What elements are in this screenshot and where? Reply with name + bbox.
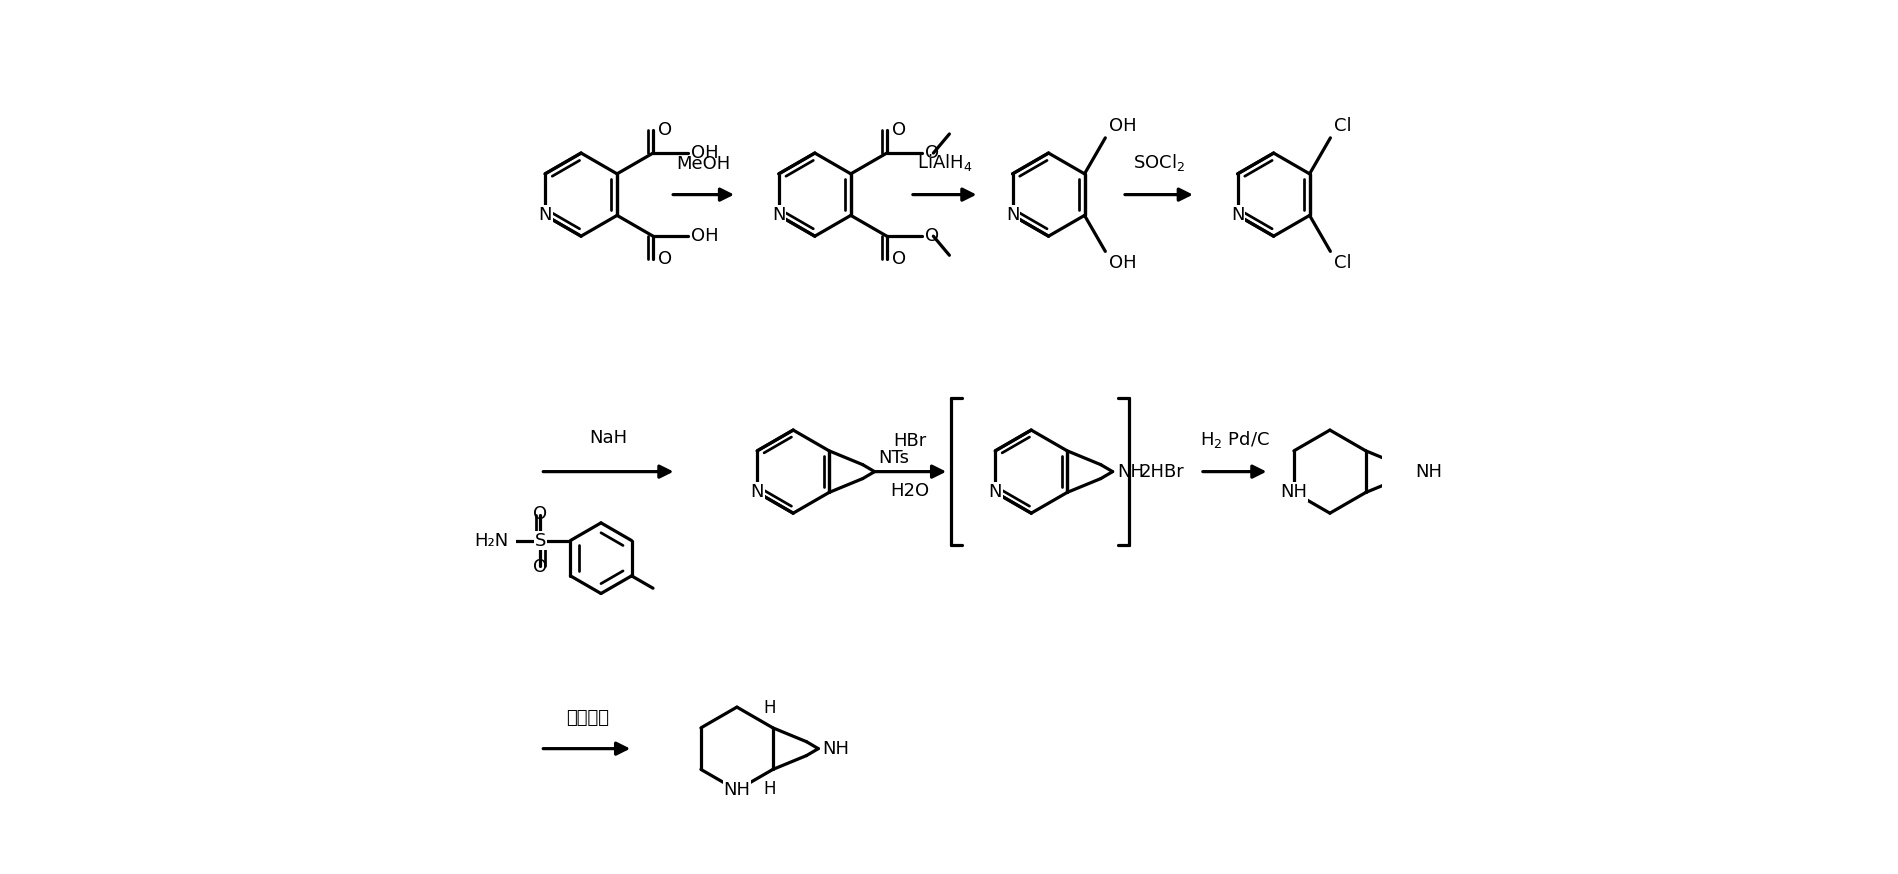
Text: O: O	[659, 250, 672, 268]
Text: NH: NH	[723, 781, 750, 799]
Text: NH: NH	[822, 739, 850, 758]
Text: N: N	[539, 206, 552, 225]
Text: O: O	[924, 227, 940, 246]
Text: Cl: Cl	[1334, 254, 1351, 272]
Text: O: O	[533, 505, 547, 523]
Text: NH: NH	[1281, 483, 1308, 502]
Text: LiAlH$_4$: LiAlH$_4$	[917, 152, 972, 173]
Text: O: O	[659, 121, 672, 139]
Text: NaH: NaH	[590, 429, 628, 447]
Text: H₂N: H₂N	[474, 531, 509, 550]
Text: OH: OH	[1108, 117, 1137, 135]
Text: N: N	[1006, 206, 1019, 225]
Text: OH: OH	[691, 227, 719, 246]
Text: O: O	[924, 144, 940, 162]
Text: H: H	[763, 699, 776, 718]
Text: MeOH: MeOH	[676, 155, 731, 173]
Text: H2O: H2O	[890, 482, 930, 500]
Text: N: N	[772, 206, 786, 225]
Text: 手性拆分: 手性拆分	[566, 709, 609, 727]
Text: NTs: NTs	[879, 449, 909, 468]
Text: H: H	[763, 780, 776, 798]
Text: OH: OH	[1108, 254, 1137, 272]
Text: OH: OH	[691, 144, 719, 162]
Text: O: O	[892, 250, 905, 268]
Text: HBr: HBr	[894, 432, 926, 450]
Text: O: O	[533, 558, 547, 576]
Text: S: S	[535, 531, 547, 550]
Text: N: N	[989, 483, 1002, 502]
Text: 2HBr: 2HBr	[1139, 462, 1184, 481]
Text: N: N	[750, 483, 763, 502]
Text: NH: NH	[1116, 462, 1144, 481]
Text: Cl: Cl	[1334, 117, 1351, 135]
Text: SOCl$_2$: SOCl$_2$	[1133, 152, 1184, 173]
Text: NH: NH	[1416, 462, 1442, 481]
Text: H$_2$ Pd/C: H$_2$ Pd/C	[1200, 429, 1270, 450]
Text: N: N	[1232, 206, 1245, 225]
Text: O: O	[892, 121, 905, 139]
